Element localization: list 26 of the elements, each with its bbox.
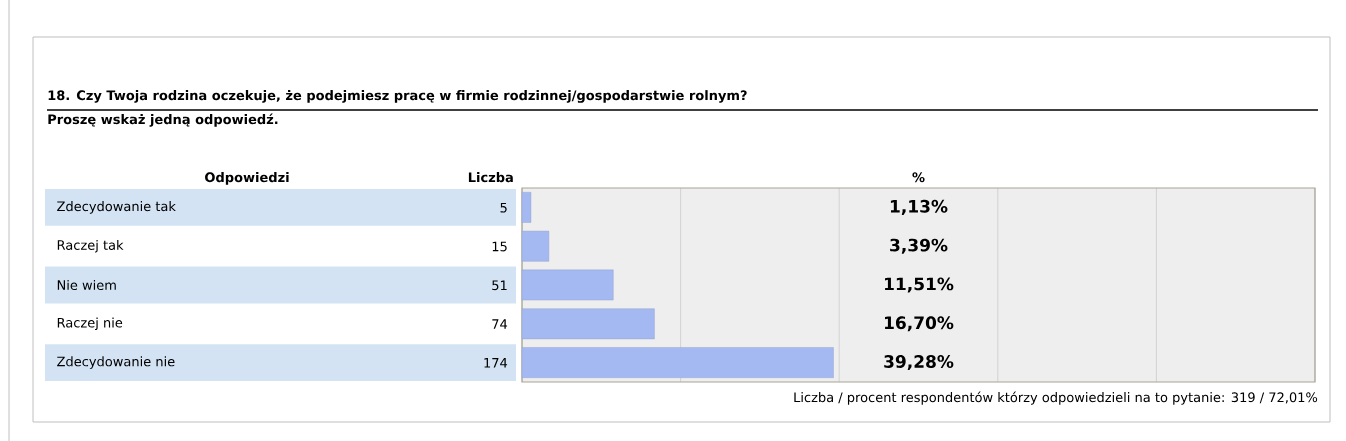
text: Liczba / procent respondentów którzy odpowiedzieli na to pytanie: 319 / 72,01%: [794, 391, 1318, 405]
bar: [521, 269, 614, 301]
text: 15: [492, 241, 507, 252]
y-tick-label: Raczej tak: [57, 239, 124, 253]
data-label: 39,28%: [884, 355, 954, 371]
text: 18. Czy Twoja rodzina oczekuje, że podejmiesz pracę w firmie rodzinnej/gospodarstwie rolnym?: [48, 90, 747, 103]
text: Proszę wskaż jedną odpowiedź.: [48, 113, 278, 127]
text: 74: [492, 319, 508, 329]
bar: [521, 230, 550, 262]
data-label: 16,70%: [885, 316, 954, 332]
data-label: 11,51%: [885, 277, 954, 293]
y-tick-label: Zdecydowanie tak: [57, 201, 176, 214]
x-axis-title: %: [912, 172, 925, 183]
bar: [521, 308, 655, 340]
y-tick-label: Nie wiem: [57, 279, 116, 291]
bar: [521, 347, 834, 378]
data-label: 1,13%: [890, 199, 948, 215]
text: 5: [500, 202, 507, 213]
y-tick-label: Raczej nie: [57, 317, 123, 331]
bar: [521, 192, 532, 223]
text: 51: [492, 280, 507, 291]
y-tick-label: Zdecydowanie nie: [57, 356, 175, 369]
text: Liczba: [468, 172, 513, 183]
text: 174: [484, 358, 508, 368]
data-label: 3,39%: [890, 238, 948, 254]
y-axis-title: Odpowiedzi: [205, 172, 289, 185]
